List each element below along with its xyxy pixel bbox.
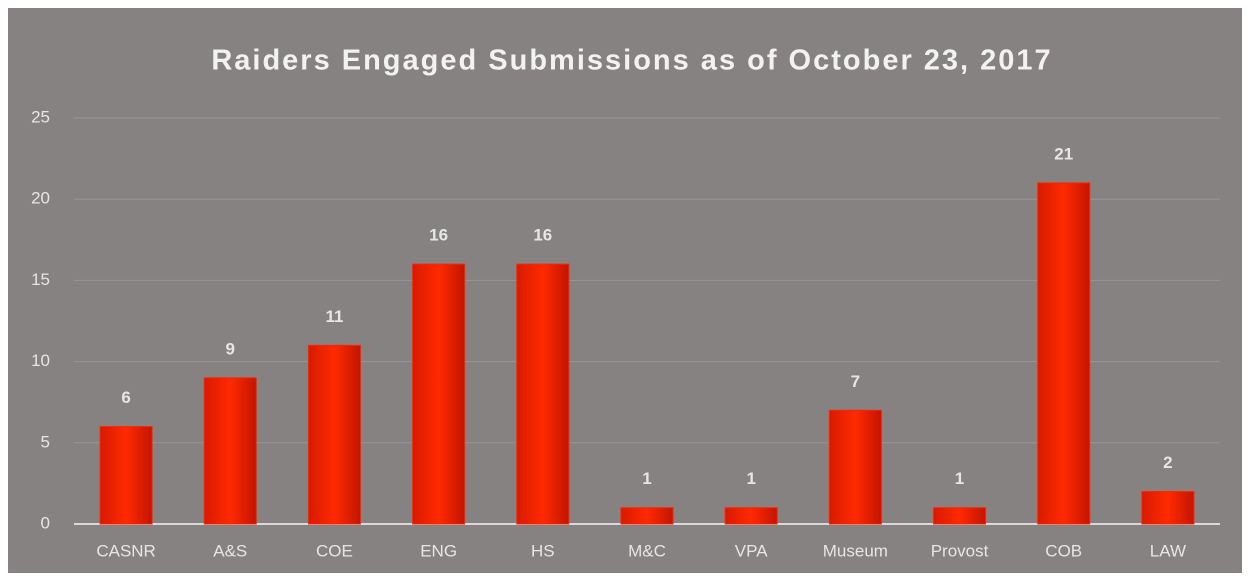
bar: [828, 409, 882, 525]
y-tick-label: 15: [31, 270, 50, 289]
data-label: 2: [1163, 453, 1172, 472]
x-tick-label: Provost: [931, 541, 989, 560]
data-label: 16: [429, 226, 448, 245]
data-label: 6: [121, 388, 130, 407]
bar: [1037, 182, 1091, 525]
y-tick-label: 25: [31, 107, 50, 126]
x-tick-label: COB: [1045, 541, 1082, 560]
data-label: 16: [533, 226, 552, 245]
data-label: 11: [325, 307, 343, 326]
data-label: 1: [642, 469, 651, 488]
x-tick-label: A&S: [213, 541, 247, 560]
bar: [412, 263, 466, 525]
x-tick-label: ENG: [420, 541, 457, 560]
y-tick-label: 20: [31, 189, 50, 208]
bar: [307, 344, 361, 525]
x-tick-label: CASNR: [96, 541, 156, 560]
x-tick-label: M&C: [628, 541, 666, 560]
bar: [1141, 491, 1195, 525]
bar: [620, 507, 674, 525]
y-tick-label: 5: [41, 432, 50, 451]
bar: [933, 507, 987, 525]
bar: [203, 377, 257, 525]
data-label: 9: [226, 339, 235, 358]
data-label: 1: [955, 469, 964, 488]
y-tick-label: 10: [31, 351, 50, 370]
x-tick-label: HS: [531, 541, 555, 560]
chart-title: Raiders Engaged Submissions as of Octobe…: [211, 45, 1052, 77]
bar: [99, 426, 153, 525]
x-tick-label: VPA: [735, 541, 768, 560]
data-label: 21: [1054, 144, 1073, 163]
y-tick-label: 0: [41, 513, 50, 532]
bar: [724, 507, 778, 525]
data-label: 7: [851, 372, 860, 391]
x-tick-label: Museum: [823, 541, 888, 560]
bar: [516, 263, 570, 525]
x-tick-label: COE: [316, 541, 353, 560]
data-label: 1: [746, 469, 755, 488]
x-tick-label: LAW: [1150, 541, 1186, 560]
